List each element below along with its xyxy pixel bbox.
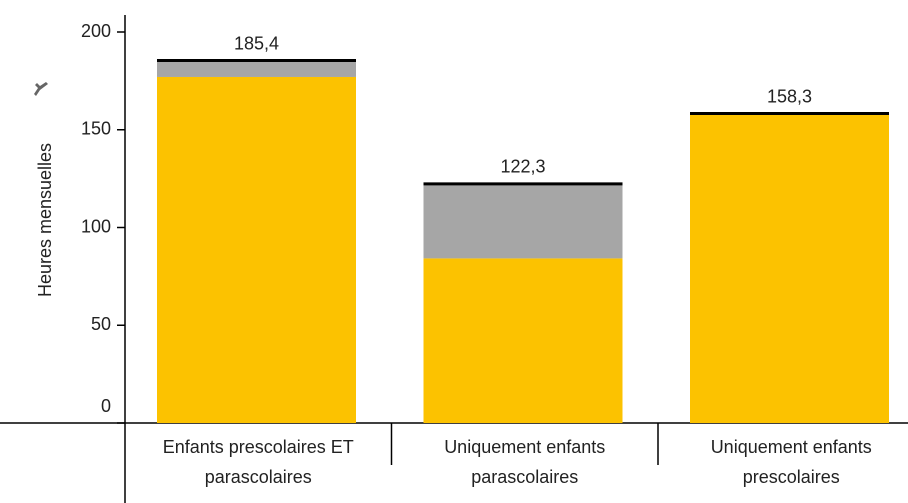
bar-segment [690,113,889,423]
bar-segment [157,60,356,77]
bar-segment [423,258,623,423]
total-label: 158,3 [767,86,812,106]
total-label: 185,4 [234,33,279,53]
y-tick-label: 0 [101,396,111,416]
y-axis-label: Heures mensuelles [35,143,55,297]
y-tick-label: 200 [81,21,111,41]
y-tick-label: 150 [81,119,111,139]
x-tick-label: Enfants prescolaires ET parascolaires [162,437,354,487]
pin-icon [34,82,48,96]
total-label: 122,3 [500,157,545,177]
y-tick-label: 100 [81,216,111,236]
bar-segment [157,76,356,423]
y-tick-label: 50 [91,314,111,334]
x-tick-label: Uniquement enfants parascolaires [444,437,606,487]
bar-segment [423,183,623,259]
x-tick-label: Uniquement enfants prescolaires [710,437,872,487]
